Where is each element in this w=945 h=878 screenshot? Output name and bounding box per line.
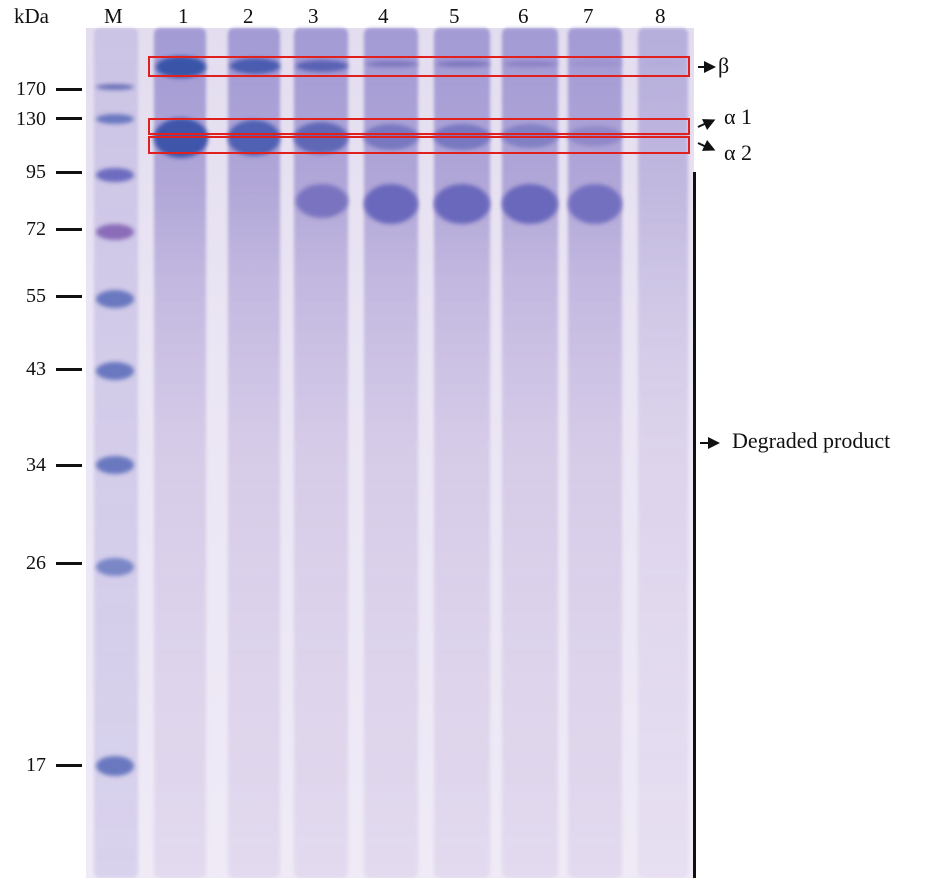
mw-tick [56,117,82,120]
lane-label-5: 5 [449,4,460,28]
alpha2-label: α 2 [724,140,753,165]
lane-label-3: 3 [308,4,319,28]
mw-tick [56,764,82,767]
beta-band [570,61,622,66]
alpha-band [154,118,208,158]
degraded-range-line [693,172,696,878]
unit-label: kDa [14,4,49,28]
marker-band [96,168,134,182]
marker-band [96,114,134,124]
beta-box [148,56,690,77]
mw-tick [56,464,82,467]
sample-lane-7 [568,28,622,878]
alpha1-arrowhead [702,114,718,130]
marker-band [96,558,134,576]
mw-label-170: 170 [16,78,46,100]
marker-band [96,456,134,474]
beta-band [230,58,280,74]
beta-arrow [698,66,708,68]
degraded-band [434,184,490,224]
degraded-arrowhead [708,437,720,449]
alpha2-box [148,136,690,154]
degraded-band [568,184,622,224]
alpha-band [228,120,280,156]
sample-lane-4 [364,28,418,878]
mw-tick [56,368,82,371]
mw-label-34: 34 [26,454,46,476]
degraded-label: Degraded product [732,428,891,453]
beta-band [156,56,206,78]
degraded-band [502,184,558,224]
marker-lane [94,28,138,878]
marker-band [96,362,134,380]
mw-label-95: 95 [26,161,46,183]
sample-lane-5 [434,28,490,878]
beta-label: β [718,53,730,78]
marker-band [96,84,134,90]
beta-band [436,61,490,67]
mw-tick [56,88,82,91]
mw-label-72: 72 [26,218,46,240]
beta-band [504,61,558,67]
gel-image [86,28,694,878]
lane-label-2: 2 [243,4,254,28]
mw-label-130: 130 [16,108,46,130]
mw-label-17: 17 [26,754,46,776]
marker-band [96,224,134,240]
alpha1-label: α 1 [724,104,753,129]
sample-lane-2 [228,28,280,878]
alpha1-box [148,118,690,135]
sample-lane-8 [638,28,688,878]
degraded-band [364,184,418,224]
beta-arrowhead [704,61,716,73]
mw-tick [56,295,82,298]
mw-tick [56,228,82,231]
mw-tick [56,562,82,565]
beta-band [296,60,348,72]
sample-lane-6 [502,28,558,878]
mw-label-26: 26 [26,552,46,574]
lane-label-8: 8 [655,4,666,28]
mw-label-43: 43 [26,358,46,380]
alpha-band [294,122,348,154]
marker-band [96,756,134,776]
lane-label-7: 7 [583,4,594,28]
sample-lane-1 [154,28,206,878]
degraded-arrow [700,442,712,444]
beta-band [366,61,418,67]
beta-band [640,62,686,66]
marker-lane-label: M [104,4,123,28]
mw-tick [56,171,82,174]
marker-band [96,290,134,308]
alpha2-arrowhead [702,140,718,156]
lane-label-1: 1 [178,4,189,28]
mw-label-55: 55 [26,285,46,307]
sample-lane-3 [294,28,348,878]
degraded-band [296,184,348,218]
lane-label-4: 4 [378,4,389,28]
lane-label-6: 6 [518,4,529,28]
